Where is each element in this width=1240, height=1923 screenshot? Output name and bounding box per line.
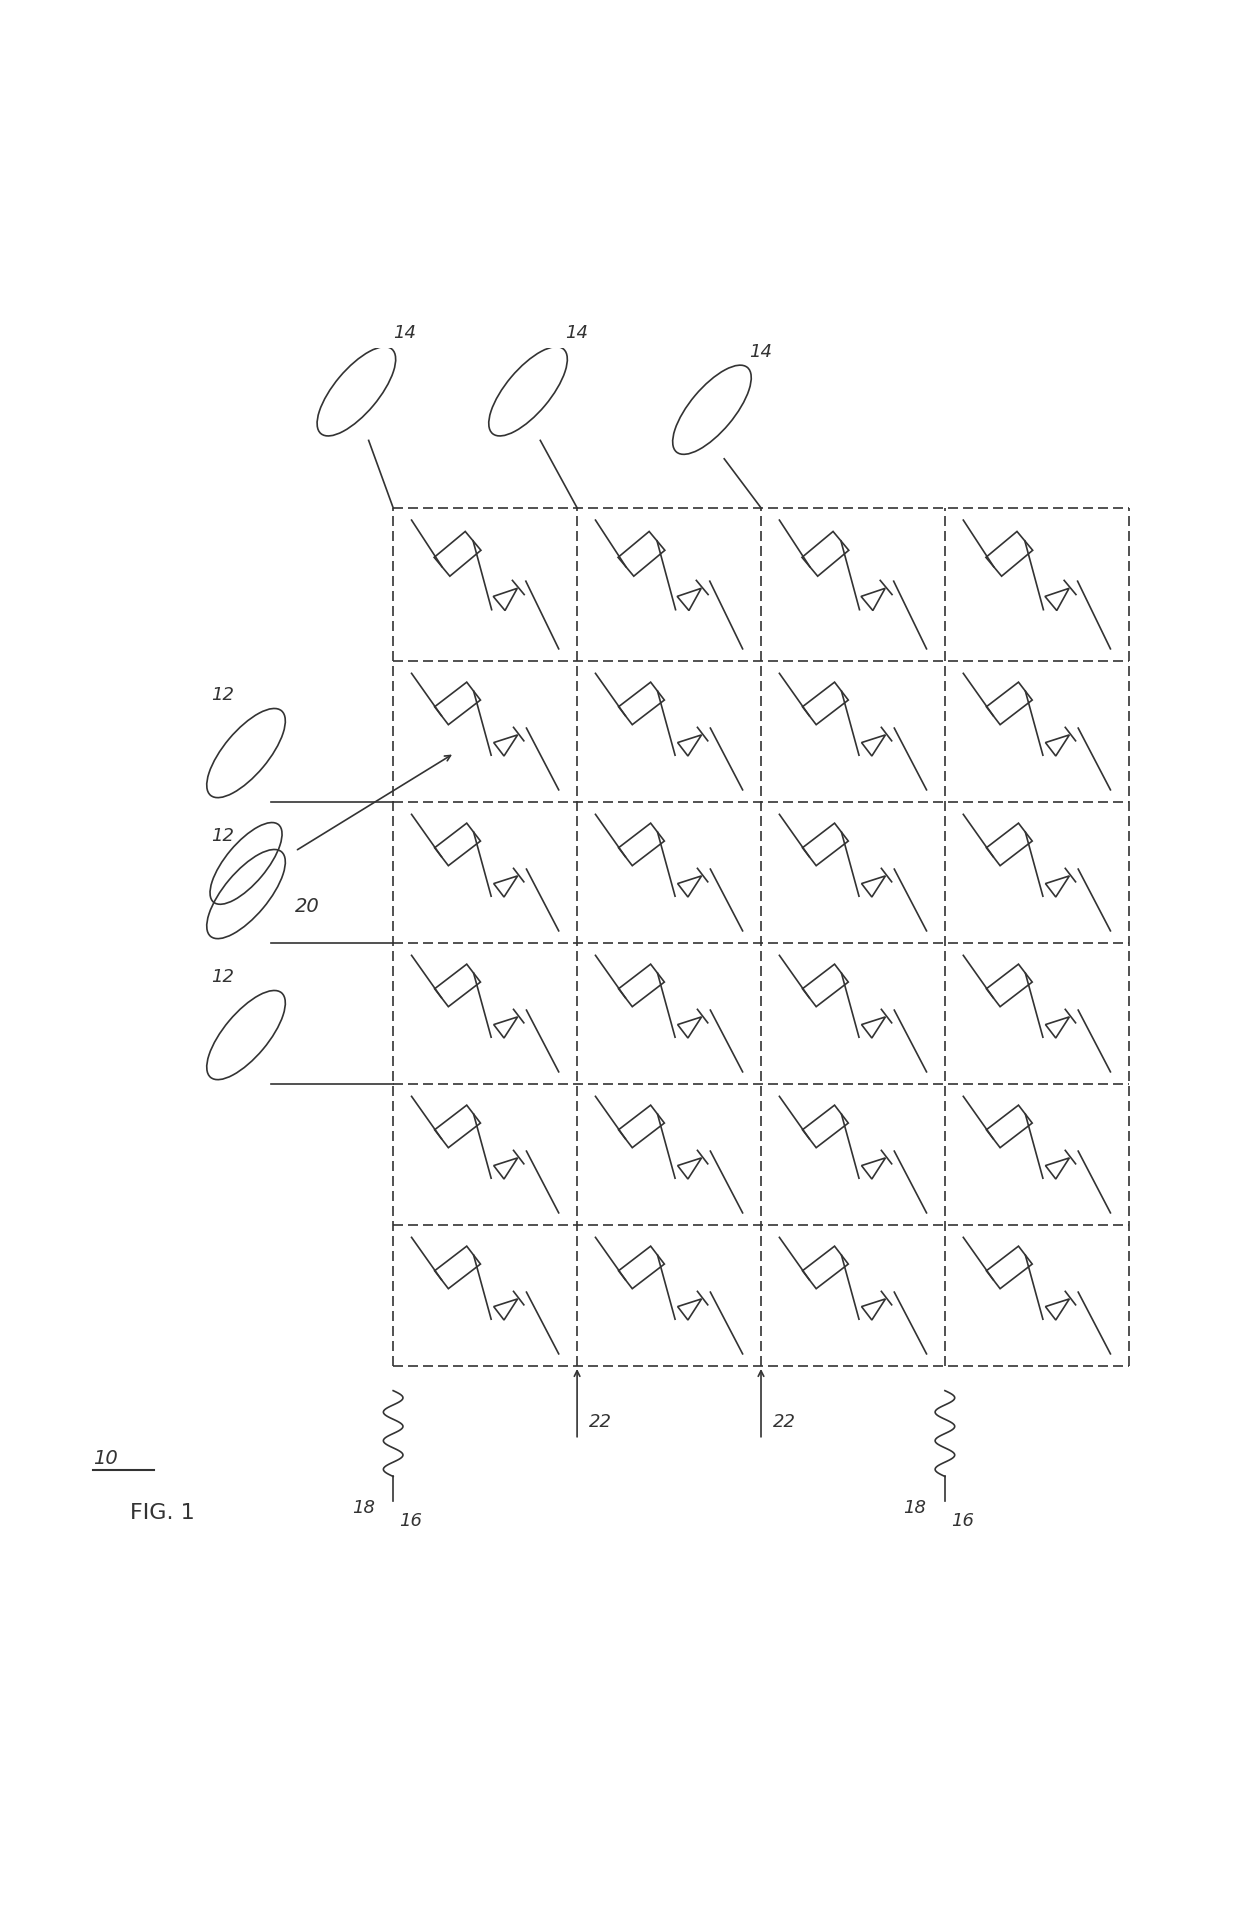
Text: 10: 10 [93, 1450, 118, 1467]
Text: FIG. 1: FIG. 1 [129, 1504, 195, 1523]
Text: 14: 14 [749, 342, 771, 362]
Text: 12: 12 [211, 687, 234, 704]
Text: 18: 18 [904, 1500, 926, 1517]
Text: 12: 12 [211, 967, 234, 986]
Text: 16: 16 [399, 1511, 423, 1529]
Text: 14: 14 [393, 325, 417, 342]
Text: 14: 14 [565, 325, 588, 342]
Text: 22: 22 [589, 1413, 613, 1431]
Text: 16: 16 [951, 1511, 975, 1529]
Text: 20: 20 [295, 898, 320, 917]
Text: 18: 18 [352, 1500, 374, 1517]
Text: 12: 12 [211, 827, 234, 844]
Text: 22: 22 [774, 1413, 796, 1431]
